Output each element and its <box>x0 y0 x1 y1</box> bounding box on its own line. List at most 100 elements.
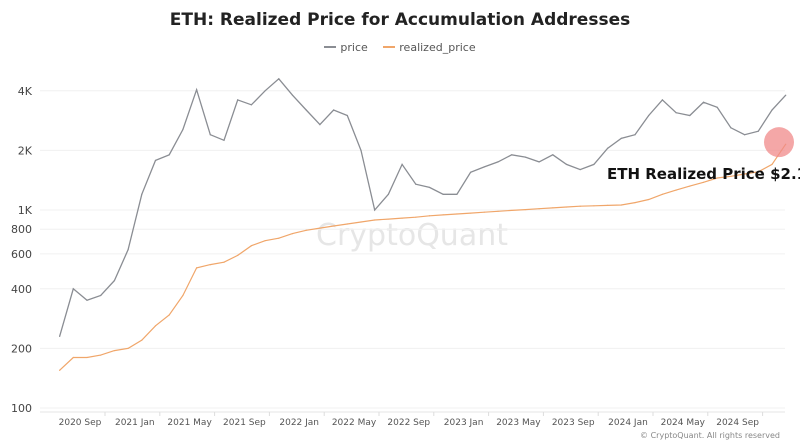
legend-item-price[interactable]: price <box>324 40 368 54</box>
data-point-price <box>483 166 485 168</box>
series-line-realized-price <box>59 143 787 371</box>
data-point-price <box>278 78 280 80</box>
data-point-price <box>661 99 664 101</box>
data-point-price <box>374 209 376 211</box>
data-point-price <box>593 163 595 165</box>
data-point-realized-price <box>730 175 732 177</box>
data-point-price <box>607 147 609 149</box>
data-point-price <box>744 134 746 136</box>
x-tick-label: 2024 Sep <box>716 418 759 428</box>
data-point-realized-price <box>319 227 321 229</box>
data-point-realized-price <box>141 339 143 341</box>
data-point-realized-price <box>86 356 88 359</box>
data-point-realized-price <box>744 173 746 175</box>
data-point-realized-price <box>196 267 198 269</box>
data-point-realized-price <box>168 314 170 316</box>
x-tick-label: 2024 Jan <box>608 418 648 428</box>
data-point-realized-price <box>360 221 362 223</box>
data-point-realized-price <box>689 185 691 187</box>
data-point-price <box>470 171 472 173</box>
data-point-realized-price <box>113 349 115 352</box>
legend: price realized_price <box>0 38 800 54</box>
annotation-label: ETH Realized Price $2.15k <box>607 165 800 183</box>
data-point-realized-price <box>154 325 157 327</box>
y-tick-label: 2K <box>18 144 33 157</box>
y-tick-label: 400 <box>11 283 32 296</box>
data-point-realized-price <box>237 254 239 256</box>
data-point-price <box>237 99 239 101</box>
data-point-realized-price <box>483 211 485 213</box>
data-point-realized-price <box>579 205 581 207</box>
data-point-realized-price <box>223 261 225 263</box>
x-tick-label: 2023 Sep <box>552 418 595 428</box>
data-point-price <box>86 299 88 301</box>
data-point-realized-price <box>278 237 280 239</box>
data-point-realized-price <box>100 354 102 356</box>
data-point-price <box>565 163 568 165</box>
data-point-price <box>209 134 211 136</box>
legend-label-realized-price: realized_price <box>399 40 476 54</box>
annotation-marker <box>764 127 794 158</box>
data-point-realized-price <box>702 181 705 183</box>
data-point-price <box>360 149 362 151</box>
data-point-realized-price <box>387 218 389 220</box>
data-point-price <box>291 94 294 96</box>
chart-title: ETH: Realized Price for Accumulation Add… <box>169 10 631 30</box>
x-tick-label: 2021 Jan <box>115 418 155 428</box>
data-point-price <box>346 114 348 117</box>
data-point-price <box>524 156 527 158</box>
data-point-realized-price <box>72 356 74 359</box>
data-point-realized-price <box>374 219 376 221</box>
legend-item-realized-price[interactable]: realized_price <box>383 40 476 54</box>
data-point-realized-price <box>648 198 650 201</box>
data-point-price <box>250 104 252 106</box>
legend-swatch-price <box>324 46 337 48</box>
data-point-price <box>620 137 622 139</box>
data-point-price <box>401 163 403 165</box>
data-point-price <box>456 193 458 195</box>
data-point-realized-price <box>209 263 211 266</box>
data-point-price <box>730 127 732 129</box>
legend-swatch-realized-price <box>383 46 396 48</box>
data-point-realized-price <box>634 201 636 204</box>
x-tick-label: 2024 May <box>661 418 706 428</box>
data-point-price <box>785 94 787 96</box>
data-point-realized-price <box>675 189 677 191</box>
data-point-realized-price <box>182 294 184 297</box>
x-tick-label: 2022 Jan <box>279 418 319 428</box>
data-point-price <box>771 109 773 111</box>
data-point-price <box>196 89 198 91</box>
data-point-price <box>72 288 74 290</box>
y-tick-label: 200 <box>11 342 32 355</box>
x-tick-label: 2022 May <box>332 418 377 428</box>
y-tick-label: 800 <box>11 223 32 236</box>
data-point-price <box>716 106 718 108</box>
watermark: CryptoQuant <box>316 218 508 253</box>
data-point-price <box>127 249 129 251</box>
data-point-realized-price <box>771 163 773 165</box>
data-point-price <box>264 90 266 92</box>
data-point-price <box>387 193 389 195</box>
data-point-price <box>305 109 307 111</box>
y-tick-label: 600 <box>11 248 32 261</box>
x-tick-label: 2020 Sep <box>59 418 102 428</box>
data-point-realized-price <box>305 229 307 231</box>
data-point-realized-price <box>538 208 540 210</box>
y-tick-label: 100 <box>11 402 32 415</box>
data-point-price <box>511 154 513 156</box>
legend-label-price: price <box>340 40 368 54</box>
data-point-realized-price <box>401 217 403 219</box>
x-tick-label: 2022 Sep <box>387 418 430 428</box>
data-point-price <box>223 139 225 141</box>
data-point-price <box>689 114 691 117</box>
data-point-realized-price <box>250 245 252 247</box>
data-point-price <box>442 193 444 195</box>
data-point-price <box>168 154 170 156</box>
data-point-price <box>113 279 115 282</box>
data-point-realized-price <box>127 347 129 349</box>
data-point-realized-price <box>442 214 444 216</box>
data-point-price <box>579 168 581 171</box>
data-point-price <box>648 114 650 117</box>
y-tick-label: 1K <box>18 204 33 217</box>
